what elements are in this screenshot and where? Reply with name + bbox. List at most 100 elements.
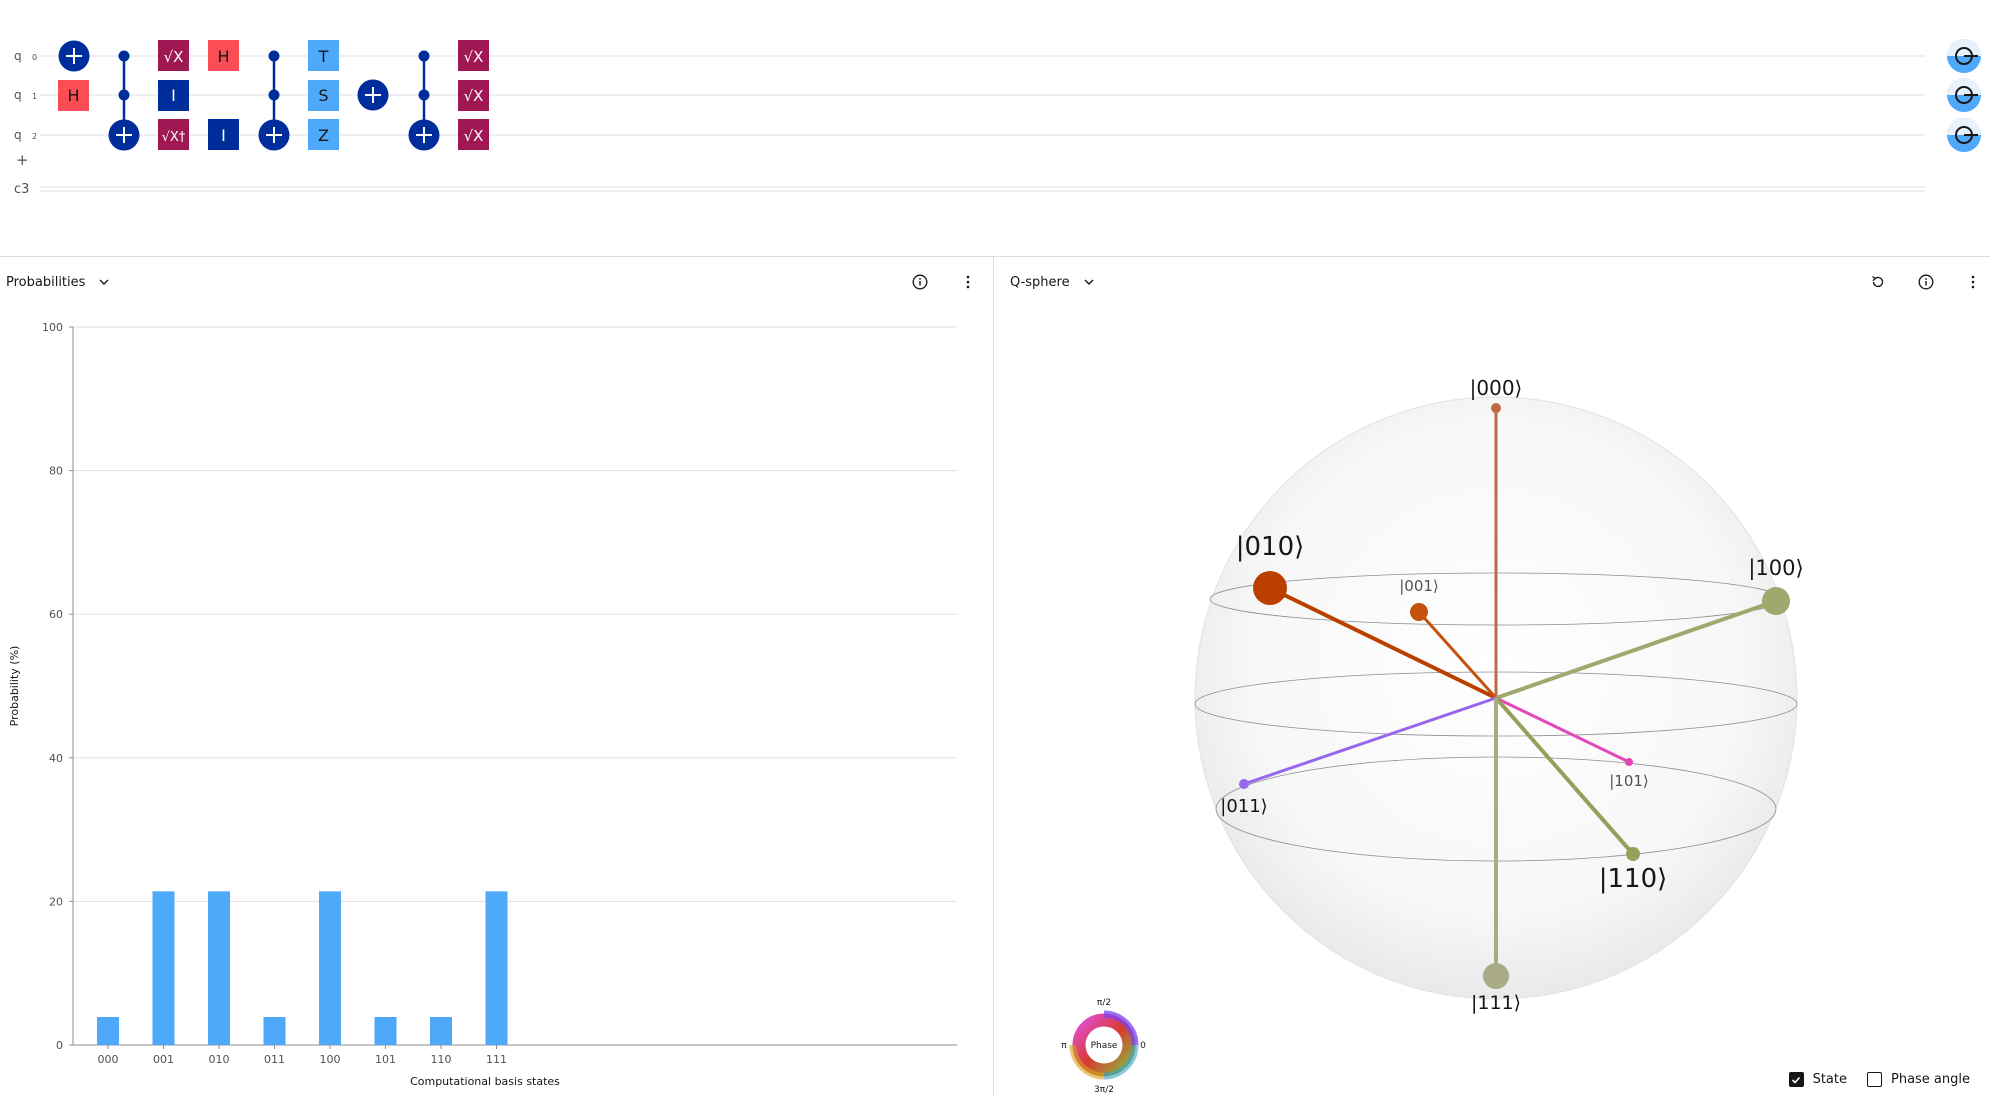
- svg-text:|110⟩: |110⟩: [1599, 864, 1668, 894]
- svg-text:0: 0: [1140, 1041, 1146, 1051]
- svg-text:|100⟩: |100⟩: [1748, 556, 1803, 581]
- svg-text:π/2: π/2: [1097, 998, 1111, 1008]
- bar-011[interactable]: [263, 1016, 286, 1045]
- i-gate-q2[interactable]: I: [208, 119, 239, 150]
- svg-text:I: I: [171, 86, 176, 105]
- toffoli-gate-1[interactable]: [108, 50, 140, 151]
- y-tick-label: 60: [49, 608, 63, 621]
- toffoli-gate-3[interactable]: [408, 50, 440, 151]
- qubit-1-state-icon[interactable]: [1947, 78, 1981, 112]
- qubit-label-0[interactable]: q 0: [14, 49, 37, 63]
- h-gate-q0[interactable]: H: [208, 40, 239, 71]
- visualization-select-qsphere[interactable]: Q-sphere: [1010, 274, 1070, 290]
- add-register-button[interactable]: +: [16, 151, 29, 169]
- reset-view-icon[interactable]: [1868, 272, 1888, 292]
- qsphere-header: Q-sphere: [994, 257, 1990, 307]
- y-tick-label: 100: [42, 321, 63, 334]
- bar-010[interactable]: [208, 891, 230, 1045]
- svg-text:I: I: [221, 126, 226, 145]
- bar-100[interactable]: [319, 891, 341, 1045]
- state-100[interactable]: |100⟩: [1495, 556, 1804, 700]
- probabilities-panel: Probabilities 0 20 40 60 80 100 000 001 010 011 10…: [0, 257, 994, 1097]
- bar-000[interactable]: [97, 1016, 119, 1045]
- svg-text:0: 0: [32, 53, 37, 62]
- x-tick-label: 010: [209, 1053, 230, 1066]
- x-tick-label: 110: [431, 1053, 452, 1066]
- bar-101[interactable]: [374, 1016, 397, 1045]
- overflow-menu-icon[interactable]: [1963, 272, 1983, 292]
- svg-text:|101⟩: |101⟩: [1609, 772, 1649, 790]
- info-icon[interactable]: [910, 272, 930, 292]
- qubit-2-state-icon[interactable]: [1947, 118, 1981, 152]
- x-tick-label: 111: [486, 1053, 507, 1066]
- x-tick-label: 000: [98, 1053, 119, 1066]
- s-gate-q1[interactable]: S: [308, 80, 339, 111]
- sx-gate-q0-a[interactable]: √X: [158, 40, 189, 71]
- x-gate-q1[interactable]: [357, 79, 389, 111]
- svg-text:2: 2: [32, 132, 37, 141]
- phase-angle-checkbox[interactable]: Phase angle: [1866, 1072, 1970, 1087]
- x-gate-q0[interactable]: [58, 40, 90, 72]
- qubit-0-state-icon[interactable]: [1947, 39, 1981, 73]
- h-gate-q1[interactable]: H: [58, 80, 89, 111]
- x-axis-label: Computational basis states: [410, 1075, 560, 1088]
- svg-text:|111⟩: |111⟩: [1471, 992, 1521, 1014]
- bar-001[interactable]: [152, 891, 175, 1045]
- svg-text:|001⟩: |001⟩: [1399, 577, 1439, 595]
- qsphere-canvas[interactable]: |000⟩ |010⟩ |001⟩ |100⟩ |011⟩ |101⟩: [994, 307, 1990, 1097]
- svg-text:|011⟩: |011⟩: [1220, 796, 1267, 817]
- checkbox-unchecked-icon[interactable]: [1866, 1072, 1882, 1087]
- state-checkbox-label: State: [1812, 1072, 1847, 1087]
- sx-gate-q2[interactable]: √X: [458, 119, 489, 150]
- circuit-canvas: q 0 q 1 q 2 + c3 H: [14, 39, 1981, 197]
- state-111[interactable]: |111⟩: [1471, 698, 1521, 1014]
- overflow-menu-icon[interactable]: [958, 272, 978, 292]
- t-gate-q0[interactable]: T: [308, 40, 339, 71]
- info-icon[interactable]: [1916, 272, 1936, 292]
- y-tick-label: 40: [49, 752, 63, 765]
- x-tick-label: 001: [153, 1053, 174, 1066]
- state-010[interactable]: |010⟩: [1236, 532, 1497, 700]
- svg-text:q: q: [14, 88, 22, 102]
- classical-register-label: c3: [14, 182, 29, 197]
- state-101[interactable]: |101⟩: [1495, 696, 1649, 790]
- svg-text:√X: √X: [464, 127, 484, 145]
- svg-text:Phase: Phase: [1091, 1041, 1118, 1051]
- state-000[interactable]: |000⟩: [1470, 376, 1523, 698]
- svg-text:√X†: √X†: [162, 130, 186, 145]
- phase-wheel: Phase π/2 π 0 3π/2: [1061, 998, 1146, 1095]
- sx-gate-q0-b[interactable]: √X: [458, 40, 489, 71]
- i-gate-q1-a[interactable]: I: [158, 80, 189, 111]
- y-tick-label: 80: [49, 465, 63, 478]
- sx-gate-q1[interactable]: √X: [458, 80, 489, 111]
- y-tick-label: 0: [56, 1039, 63, 1052]
- state-checkbox[interactable]: State: [1788, 1072, 1847, 1087]
- visualization-select[interactable]: Probabilities: [6, 274, 86, 290]
- svg-text:3π/2: 3π/2: [1094, 1085, 1114, 1095]
- svg-text:S: S: [318, 86, 328, 105]
- toffoli-gate-2[interactable]: [258, 50, 290, 151]
- qsphere-panel: Q-sphere: [994, 257, 1990, 1097]
- chevron-down-icon[interactable]: [99, 277, 109, 287]
- phase-angle-checkbox-label: Phase angle: [1890, 1072, 1970, 1087]
- svg-text:q: q: [14, 49, 22, 63]
- svg-text:q: q: [14, 128, 22, 142]
- svg-text:√X: √X: [464, 87, 484, 105]
- bar-110[interactable]: [430, 1016, 452, 1045]
- x-tick-label: 101: [375, 1053, 396, 1066]
- z-gate-q2[interactable]: Z: [308, 119, 339, 150]
- bar-111[interactable]: [485, 891, 508, 1045]
- svg-text:H: H: [217, 47, 229, 66]
- state-001[interactable]: |001⟩: [1399, 577, 1498, 700]
- x-tick-label: 011: [264, 1053, 285, 1066]
- svg-text:Z: Z: [318, 126, 329, 145]
- qubit-label-2[interactable]: q 2: [14, 128, 37, 142]
- chevron-down-icon[interactable]: [1084, 277, 1094, 287]
- sxdg-gate-q2[interactable]: √X†: [158, 119, 189, 150]
- checkbox-checked-icon[interactable]: [1788, 1072, 1804, 1087]
- x-tick-label: 100: [320, 1053, 341, 1066]
- state-110[interactable]: |110⟩: [1494, 696, 1668, 894]
- qubit-label-1[interactable]: q 1: [14, 88, 37, 102]
- state-011[interactable]: |011⟩: [1220, 696, 1497, 817]
- y-tick-label: 20: [49, 895, 63, 908]
